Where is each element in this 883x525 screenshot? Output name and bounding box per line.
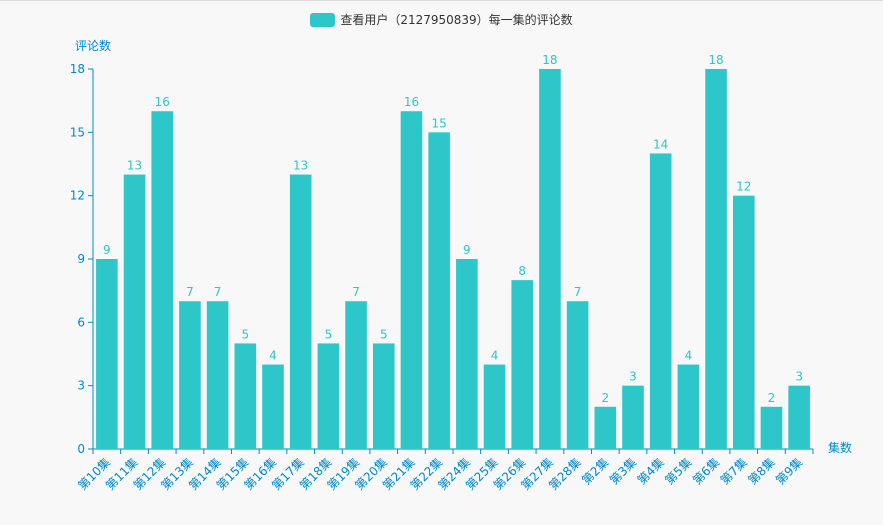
bar-value-label: 2: [768, 391, 776, 405]
bar-value-label: 7: [214, 285, 222, 299]
bars: [96, 69, 810, 450]
bar: [760, 406, 783, 449]
bar: [483, 364, 506, 449]
x-axis-title: 集数: [828, 440, 852, 455]
bar: [317, 343, 340, 449]
bar-value-label: 18: [542, 53, 557, 67]
bar: [705, 69, 727, 449]
bar-value-label: 4: [269, 349, 277, 363]
bar: [456, 259, 478, 449]
legend-swatch: [310, 12, 336, 27]
bar: [234, 343, 257, 449]
legend[interactable]: 查看用户（2127950839）每一集的评论数: [0, 11, 883, 28]
bar-value-label: 3: [795, 370, 803, 384]
x-tick-label: 第7集: [717, 455, 750, 488]
bar: [539, 69, 561, 449]
bar: [788, 385, 810, 449]
bar-value-label: 15: [432, 116, 447, 130]
bar-value-label: 8: [518, 264, 526, 278]
legend-label: 查看用户（2127950839）每一集的评论数: [340, 13, 573, 27]
bar-value-label: 9: [103, 243, 111, 257]
bar-value-label: 5: [241, 327, 249, 341]
bar-value-label: 13: [127, 159, 142, 173]
y-tick-label: 3: [77, 379, 85, 393]
bar-value-label: 18: [708, 53, 723, 67]
x-tick-labels: 第10集第11集第12集第13集第14集第15集第16集第17集第18集第19集…: [75, 455, 806, 493]
bar: [622, 385, 644, 449]
bar: [649, 153, 672, 449]
bar-value-label: 4: [685, 349, 693, 363]
bar: [123, 174, 146, 450]
bar-value-label: 9: [463, 243, 471, 257]
x-tick-label: 第9集: [772, 455, 805, 488]
bar: [566, 301, 589, 449]
bar: [732, 195, 755, 449]
y-tick-label: 0: [77, 442, 85, 456]
bar: [345, 301, 367, 449]
bar: [289, 174, 312, 450]
y-tick-label: 18: [70, 62, 85, 76]
bar: [96, 259, 118, 449]
bar-value-label: 16: [155, 95, 170, 109]
bar: [262, 364, 284, 449]
x-tick-label: 第8集: [745, 455, 778, 488]
bar: [372, 343, 395, 449]
bar-value-label: 16: [404, 95, 419, 109]
bar: [179, 301, 201, 449]
bar: [151, 111, 174, 449]
bar: [428, 132, 450, 450]
y-tick-label: 12: [70, 189, 85, 203]
bar-value-label: 2: [601, 391, 609, 405]
x-tick-label: 第6集: [689, 455, 722, 488]
bar: [206, 301, 229, 449]
bar: [594, 406, 617, 449]
bar-value-label: 7: [574, 285, 582, 299]
x-tick-label: 第5集: [662, 455, 695, 488]
bar: [511, 280, 534, 449]
bar-value-label: 3: [629, 370, 637, 384]
bar-value-label: 5: [325, 327, 333, 341]
x-tick-label: 第3集: [606, 455, 639, 488]
top-border: [0, 0, 883, 1]
y-axis-title: 评论数: [75, 38, 111, 53]
bar-value-label: 14: [653, 137, 668, 151]
bar-value-label: 12: [736, 180, 751, 194]
bar-value-label: 7: [186, 285, 194, 299]
bar-value-label: 13: [293, 159, 308, 173]
x-tick-label: 第4集: [634, 455, 667, 488]
bar-value-label: 5: [380, 327, 388, 341]
y-tick-label: 15: [70, 125, 85, 139]
x-tick-label: 第2集: [578, 455, 611, 488]
y-tick-label: 6: [77, 315, 85, 329]
bar-value-label: 4: [491, 349, 499, 363]
value-labels: 9 13 16 7 7 5 4 13 5 7 5 16 15 9 4 8 18 7 2 3 14 4 18 12 2 3: [103, 53, 803, 405]
bar-value-label: 7: [352, 285, 360, 299]
bar: [400, 111, 423, 449]
bar: [677, 364, 700, 449]
y-tick-label: 9: [77, 252, 85, 266]
